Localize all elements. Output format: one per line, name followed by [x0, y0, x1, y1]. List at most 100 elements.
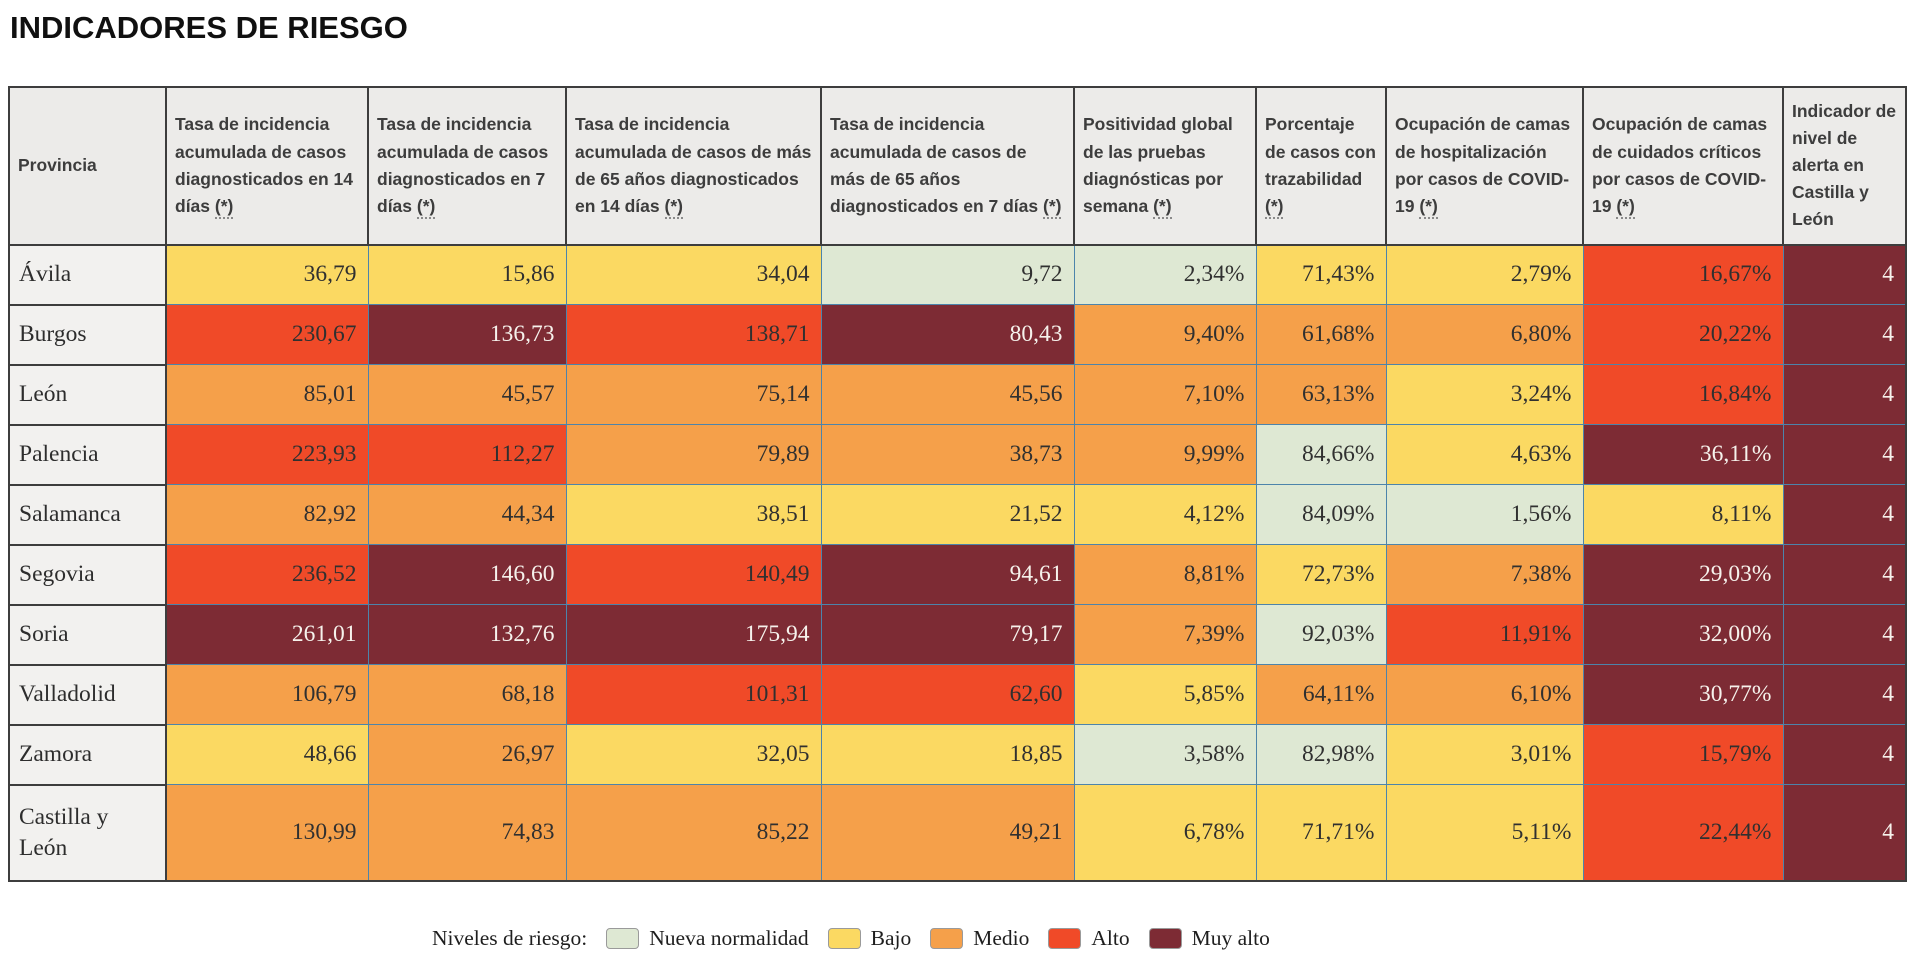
cell-zamora-positividad: 3,58%	[1073, 724, 1257, 786]
legend-item-label: Alto	[1091, 925, 1130, 950]
column-header-ocupacion-hospitalizacion: Ocupación de camas de hospitalización po…	[1385, 85, 1584, 246]
cell-segovia-ia-7-dias: 146,60	[367, 544, 567, 606]
legend-item-nueva_normalidad: Nueva normalidad	[606, 926, 809, 951]
cell-castilla-y-leon-ia-14-dias: 130,99	[165, 784, 369, 882]
footnote-asterisk-link[interactable]: (*)	[1419, 195, 1438, 219]
column-header-ia-65-14-dias: Tasa de incidencia acumulada de casos de…	[565, 85, 822, 246]
table-header-row: Provincia Tasa de incidencia acumulada de…	[8, 85, 1907, 246]
cell-leon-ia-65-14-dias: 75,14	[565, 364, 822, 426]
cell-salamanca-positividad: 4,12%	[1073, 484, 1257, 546]
legend-item-label: Muy alto	[1191, 925, 1270, 950]
cell-zamora-ocupacion-criticos: 15,79%	[1582, 724, 1784, 786]
cell-segovia-trazabilidad: 72,73%	[1255, 544, 1387, 606]
cell-segovia-positividad: 8,81%	[1073, 544, 1257, 606]
footnote-asterisk-link[interactable]: (*)	[1153, 195, 1172, 219]
column-header-label: Provincia	[18, 155, 97, 176]
cell-soria-provincia: Soria	[8, 603, 167, 666]
column-header-ia-7-dias: Tasa de incidencia acumulada de casos di…	[367, 85, 567, 246]
cell-palencia-ia-7-dias: 112,27	[367, 424, 567, 486]
cell-salamanca-trazabilidad: 84,09%	[1255, 484, 1387, 546]
footnote-asterisk-link[interactable]: (*)	[1616, 195, 1635, 219]
cell-zamora-trazabilidad: 82,98%	[1255, 724, 1387, 786]
cell-valladolid-provincia: Valladolid	[8, 663, 167, 726]
column-header-ocupacion-criticos: Ocupación de camas de cuidados críticos …	[1582, 85, 1784, 246]
cell-zamora-nivel-alerta: 4	[1782, 724, 1907, 786]
table-body: Ávila 36,79 15,86 34,04 9,72 2,34% 71,43% 2,79%…	[8, 243, 1907, 882]
legend-item-muy_alto: Muy alto	[1148, 925, 1270, 951]
cell-valladolid-ia-65-7-dias: 62,60	[820, 664, 1075, 726]
cell-zamora-ia-65-14-dias: 32,05	[565, 724, 822, 786]
legend-item-label: Bajo	[870, 925, 912, 950]
legend-item-medio: Medio	[930, 926, 1029, 951]
cell-burgos-nivel-alerta: 4	[1782, 304, 1907, 366]
cell-valladolid-nivel-alerta: 4	[1782, 664, 1907, 726]
cell-soria-ocupacion-hospitalizacion: 11,91%	[1385, 604, 1584, 666]
cell-avila-ia-7-dias: 15,86	[367, 244, 567, 306]
column-header-label: Tasa de incidencia acumulada de casos de…	[830, 114, 1039, 216]
cell-avila-nivel-alerta: 4	[1782, 244, 1907, 306]
cell-burgos-ia-14-dias: 230,67	[165, 304, 369, 366]
cell-palencia-provincia: Palencia	[8, 423, 167, 486]
column-header-label: Ocupación de camas de cuidados críticos …	[1592, 114, 1768, 216]
legend-item-label: Medio	[973, 925, 1030, 950]
cell-burgos-ocupacion-criticos: 20,22%	[1582, 304, 1784, 366]
cell-zamora-provincia: Zamora	[8, 723, 167, 786]
cell-soria-ia-65-14-dias: 175,94	[565, 604, 822, 666]
cell-salamanca-ia-14-dias: 82,92	[165, 484, 369, 546]
cell-castilla-y-leon-ia-65-14-dias: 85,22	[565, 784, 822, 882]
cell-castilla-y-leon-provincia: Castilla y León	[8, 783, 167, 882]
footnote-asterisk-link[interactable]: (*)	[416, 195, 436, 219]
cell-leon-trazabilidad: 63,13%	[1255, 364, 1387, 426]
table-row-burgos: Burgos 230,67 136,73 138,71 80,43 9,40% 61,68%…	[8, 303, 1907, 366]
cell-leon-ocupacion-criticos: 16,84%	[1582, 364, 1784, 426]
cell-salamanca-ocupacion-hospitalizacion: 1,56%	[1385, 484, 1584, 546]
cell-leon-provincia: León	[8, 363, 167, 426]
cell-segovia-ia-65-7-dias: 94,61	[820, 544, 1075, 606]
footnote-asterisk-link[interactable]: (*)	[664, 195, 683, 219]
table-row-castilla-y-leon: Castilla y León 130,99 74,83 85,22 49,21 6,78…	[8, 783, 1907, 882]
cell-castilla-y-leon-nivel-alerta: 4	[1782, 784, 1907, 882]
cell-soria-ocupacion-criticos: 32,00%	[1582, 604, 1784, 666]
cell-salamanca-provincia: Salamanca	[8, 483, 167, 546]
legend-item-alto: Alto	[1048, 925, 1130, 951]
cell-avila-ia-65-14-dias: 34,04	[565, 244, 822, 306]
cell-valladolid-ocupacion-criticos: 30,77%	[1582, 664, 1784, 726]
cell-palencia-ocupacion-criticos: 36,11%	[1582, 424, 1784, 486]
cell-castilla-y-leon-positividad: 6,78%	[1073, 784, 1257, 882]
risk-indicators-table: Provincia Tasa de incidencia acumulada de…	[8, 85, 1907, 882]
column-header-label: Tasa de incidencia acumulada de casos di…	[175, 114, 353, 216]
cell-castilla-y-leon-ocupacion-criticos: 22,44%	[1582, 784, 1784, 882]
cell-avila-ia-65-7-dias: 9,72	[820, 244, 1075, 306]
footnote-asterisk-link[interactable]: (*)	[1265, 195, 1284, 219]
legend-swatch-medio	[930, 927, 964, 949]
column-header-label: Indicador de nivel de alerta en Castilla…	[1792, 100, 1897, 230]
legend-swatch-muy_alto	[1148, 927, 1182, 949]
cell-burgos-trazabilidad: 61,68%	[1255, 304, 1387, 366]
legend-item-bajo: Bajo	[827, 925, 912, 951]
cell-salamanca-ocupacion-criticos: 8,11%	[1582, 484, 1784, 546]
column-header-nivel-alerta: Indicador de nivel de alerta en Castilla…	[1782, 85, 1907, 246]
cell-avila-positividad: 2,34%	[1073, 244, 1257, 306]
legend-swatch-nueva_normalidad	[606, 927, 640, 949]
column-header-ia-14-dias: Tasa de incidencia acumulada de casos di…	[165, 85, 369, 246]
cell-castilla-y-leon-trazabilidad: 71,71%	[1255, 784, 1387, 882]
footnote-asterisk-link[interactable]: (*)	[214, 195, 234, 219]
cell-salamanca-ia-7-dias: 44,34	[367, 484, 567, 546]
cell-burgos-positividad: 9,40%	[1073, 304, 1257, 366]
cell-salamanca-ia-65-14-dias: 38,51	[565, 484, 822, 546]
cell-salamanca-nivel-alerta: 4	[1782, 484, 1907, 546]
column-header-ia-65-7-dias: Tasa de incidencia acumulada de casos de…	[820, 85, 1075, 246]
cell-burgos-ia-65-7-dias: 80,43	[820, 304, 1075, 366]
column-header-label: Tasa de incidencia acumulada de casos de…	[575, 114, 812, 216]
footnote-asterisk-link[interactable]: (*)	[1043, 195, 1062, 219]
cell-salamanca-ia-65-7-dias: 21,52	[820, 484, 1075, 546]
cell-valladolid-ia-7-dias: 68,18	[367, 664, 567, 726]
table-header: Provincia Tasa de incidencia acumulada de…	[8, 85, 1907, 246]
risk-level-legend: Niveles de riesgo: Nueva normalidad Bajo M…	[8, 926, 1905, 951]
cell-valladolid-positividad: 5,85%	[1073, 664, 1257, 726]
cell-zamora-ia-7-dias: 26,97	[367, 724, 567, 786]
table-row-avila: Ávila 36,79 15,86 34,04 9,72 2,34% 71,43% 2,79%…	[8, 243, 1907, 306]
cell-avila-ia-14-dias: 36,79	[165, 244, 369, 306]
cell-palencia-positividad: 9,99%	[1073, 424, 1257, 486]
table-row-leon: León 85,01 45,57 75,14 45,56 7,10% 63,13% 3,24%…	[8, 363, 1907, 426]
